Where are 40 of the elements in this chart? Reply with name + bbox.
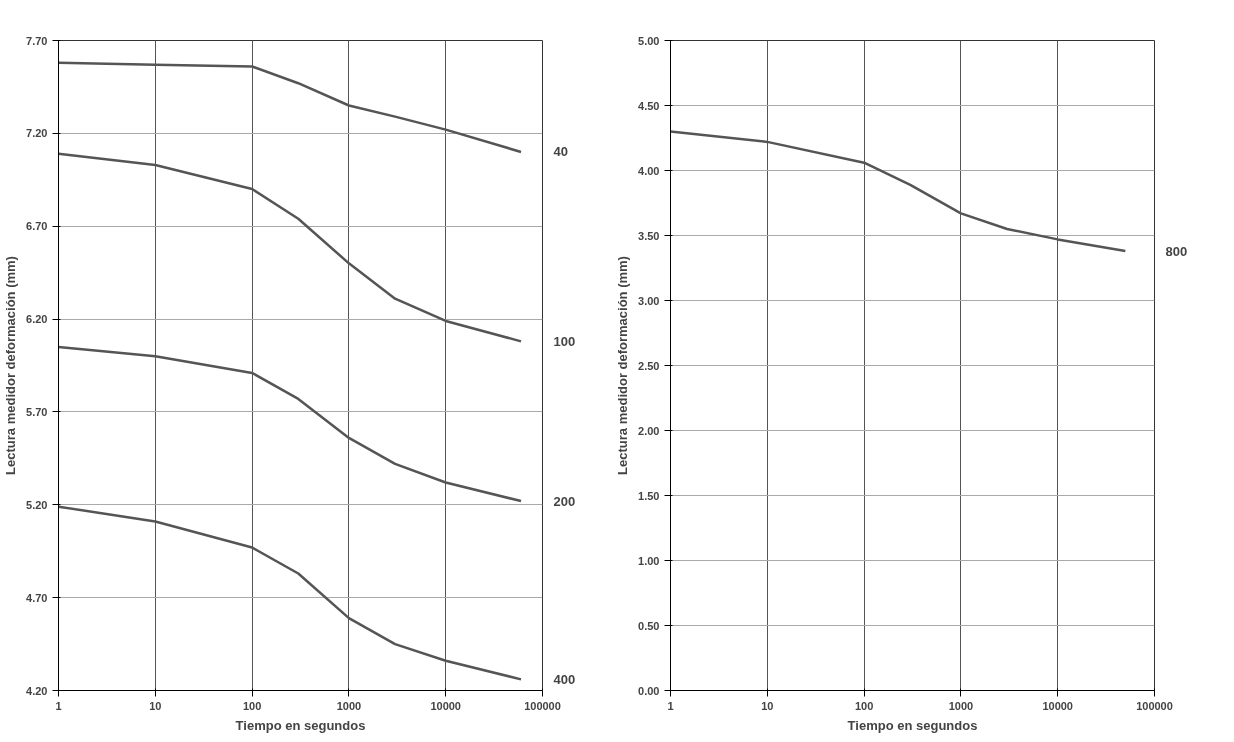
x-tick-label: 100000: [524, 699, 561, 712]
y-tick-label: 0.00: [638, 684, 660, 697]
y-tick-label: 5.70: [26, 405, 48, 418]
text: 40: [553, 144, 568, 160]
y-axis-title: Lectura medidor deformación (mm): [615, 256, 631, 475]
x-tick-label: 10000: [1042, 699, 1073, 712]
y-tick-label: 1.50: [638, 489, 660, 502]
x-tick-label: 1000: [948, 699, 974, 712]
text: 100: [553, 333, 576, 349]
y-axis-title: Lectura medidor deformación (mm): [3, 256, 19, 475]
y-tick-label: 5.20: [26, 498, 48, 511]
y-tick-label: 2.50: [638, 359, 660, 372]
x-axis-title: Tiempo en segundos: [235, 717, 366, 733]
x-tick-label: 10000: [430, 699, 461, 712]
x-tick-label: 1000: [336, 699, 362, 712]
y-tick-label: 3.00: [638, 294, 660, 307]
text: 400: [553, 671, 576, 687]
y-tick-label: 4.20: [26, 684, 48, 697]
y-tick-label: 4.50: [638, 99, 660, 112]
x-tick-label: 1: [667, 699, 674, 712]
y-tick-label: 2.00: [638, 424, 660, 437]
y-tick-label: 7.70: [26, 34, 48, 47]
y-tick-label: 6.70: [26, 220, 48, 233]
y-tick-label: 3.50: [638, 229, 660, 242]
text: 200: [553, 493, 576, 509]
y-tick-label: 5.00: [638, 34, 660, 47]
y-tick-label: 6.20: [26, 313, 48, 326]
y-tick-label: 7.20: [26, 127, 48, 140]
x-tick-label: 100000: [1136, 699, 1173, 712]
x-tick-label: 10: [761, 699, 774, 712]
x-tick-label: 100: [242, 699, 262, 712]
text: 800: [1165, 243, 1188, 259]
x-axis-title: Tiempo en segundos: [847, 717, 978, 733]
y-tick-label: 1.00: [638, 554, 660, 567]
y-tick-label: 4.70: [26, 591, 48, 604]
x-tick-label: 1: [55, 699, 62, 712]
y-tick-label: 4.00: [638, 164, 660, 177]
x-tick-label: 10: [149, 699, 162, 712]
y-tick-label: 0.50: [638, 619, 660, 632]
x-tick-label: 100: [854, 699, 874, 712]
